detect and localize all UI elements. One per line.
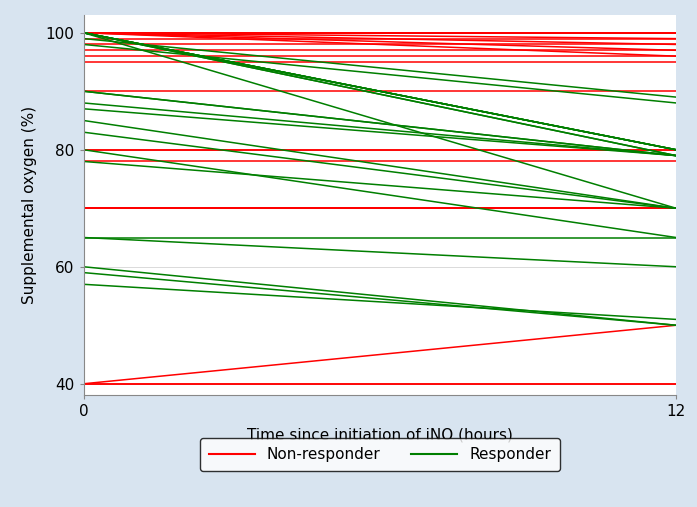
X-axis label: Time since initiation of iNO (hours): Time since initiation of iNO (hours) bbox=[247, 428, 513, 443]
Legend: Non-responder, Responder: Non-responder, Responder bbox=[199, 438, 560, 472]
Y-axis label: Supplemental oxygen (%): Supplemental oxygen (%) bbox=[22, 106, 38, 304]
